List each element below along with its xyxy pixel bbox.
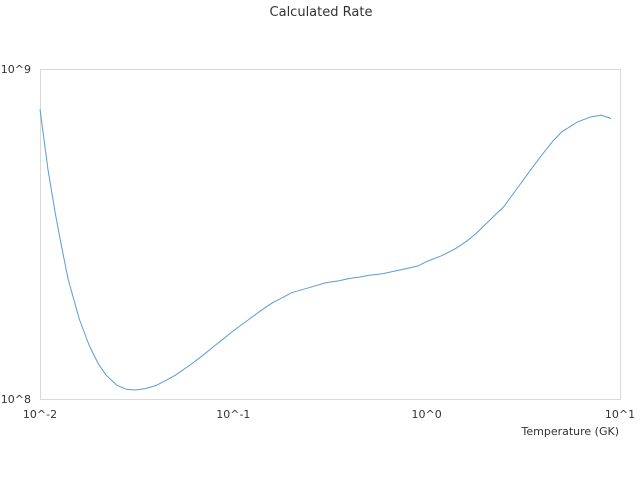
x-tick-label: 10^1 (605, 408, 635, 421)
x-axis: 10^-2 10^-1 10^0 10^1 (23, 408, 635, 421)
x-tick-label: 10^0 (412, 408, 442, 421)
x-axis-title: Temperature (GK) (521, 425, 620, 438)
plot-area (40, 69, 621, 400)
y-axis: 10^8 10^9 (1, 63, 31, 406)
x-tick-label: 10^-2 (23, 408, 57, 421)
rate-series-line (39, 109, 612, 391)
y-tick-label: 10^8 (1, 393, 31, 406)
y-tick-label: 10^9 (1, 63, 31, 76)
chart-title: Calculated Rate (270, 5, 373, 20)
series-layer (39, 109, 612, 391)
x-tick-label: 10^-1 (216, 408, 250, 421)
